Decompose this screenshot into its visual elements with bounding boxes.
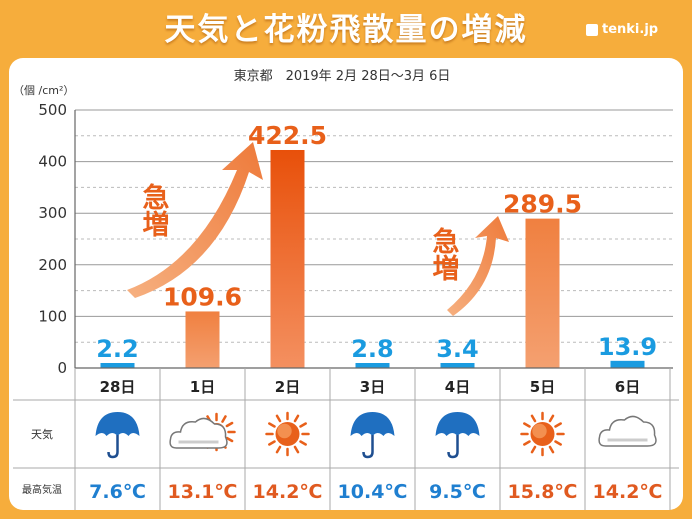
- x-tick-label: 4日: [445, 378, 470, 396]
- bar-3日: [355, 363, 390, 368]
- value-label: 289.5: [503, 190, 582, 219]
- x-tick-label: 6日: [615, 378, 640, 396]
- temp-value: 15.8℃: [508, 481, 578, 503]
- y-axis-ticks: 0 100 200 300 400 500: [38, 101, 67, 377]
- temp-value: 9.5℃: [429, 481, 486, 503]
- value-label: 2.8: [351, 335, 394, 363]
- x-tick-label: 2日: [275, 378, 300, 396]
- bar-1日: [185, 311, 220, 368]
- temp-value: 14.2℃: [593, 481, 663, 503]
- temp-value: 10.4℃: [338, 481, 408, 503]
- value-label: 2.2: [96, 335, 139, 363]
- bars: [100, 149, 645, 368]
- cloud-icon: [598, 415, 657, 447]
- weather-row-label: 天気: [31, 427, 53, 441]
- value-labels: 2.2 109.6 422.5 2.8 3.4 289.5 13.9: [96, 121, 657, 363]
- value-label: 422.5: [248, 121, 327, 150]
- y-tick-label: 100: [38, 307, 67, 325]
- y-axis-label: （個 /cm²）: [13, 84, 74, 97]
- sun-icon: [520, 411, 565, 457]
- tenki-logo-icon: [586, 24, 598, 36]
- y-tick-label: 200: [38, 256, 67, 274]
- chart-subtitle: 東京都 2019年 2月 28日〜3月 6日: [234, 68, 451, 84]
- gridlines: [75, 109, 673, 343]
- umbrella-icon: [95, 412, 140, 459]
- x-tick-label: 28日: [100, 378, 136, 396]
- rapid-increase-arrow-2: [447, 216, 509, 316]
- bar-4日: [440, 363, 475, 368]
- x-tick-label: 1日: [190, 378, 215, 396]
- temp-value: 13.1℃: [168, 481, 238, 503]
- logo: tenki.jp: [602, 22, 659, 37]
- temp-value: 7.6℃: [89, 481, 146, 503]
- y-tick-label: 400: [38, 153, 67, 171]
- chart-panel: 東京都 2019年 2月 28日〜3月 6日 （個 /cm²） 0 100 200 3…: [9, 58, 683, 510]
- umbrella-icon: [435, 412, 480, 459]
- cloud-sun-icon: [169, 412, 236, 452]
- annotation-rapid-increase-2: 急増: [428, 226, 460, 281]
- bar-28日: [100, 363, 135, 368]
- y-tick-label: 500: [38, 101, 67, 119]
- y-tick-label: 0: [57, 359, 67, 377]
- page-title: 天気と花粉飛散量の増減: [164, 12, 528, 48]
- x-tick-label: 3日: [360, 378, 385, 396]
- pollen-chart: 東京都 2019年 2月 28日〜3月 6日 （個 /cm²） 0 100 200 3…: [13, 68, 679, 510]
- sun-icon: [265, 411, 310, 457]
- bar-2日: [270, 149, 305, 368]
- rapid-increase-arrow-1: [127, 142, 263, 298]
- y-tick-label: 300: [38, 204, 67, 222]
- temp-row-label: 最高気温: [22, 483, 62, 496]
- bar-5日: [525, 218, 560, 368]
- umbrella-icon: [350, 412, 395, 459]
- value-label: 109.6: [163, 282, 242, 311]
- value-label: 3.4: [436, 335, 479, 363]
- bar-6日: [610, 360, 645, 368]
- x-tick-label: 5日: [530, 378, 555, 396]
- value-label: 13.9: [598, 333, 657, 361]
- temp-value: 14.2℃: [253, 481, 323, 503]
- annotation-rapid-increase-1: 急増: [138, 182, 170, 237]
